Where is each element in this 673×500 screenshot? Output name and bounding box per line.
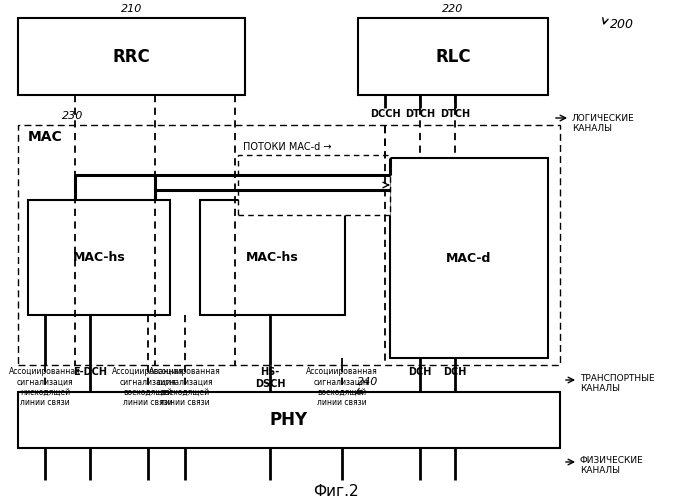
Text: RRC: RRC xyxy=(112,48,150,66)
Bar xyxy=(18,18,245,95)
Text: 220: 220 xyxy=(442,4,464,14)
Text: Ассоциированная
сигнализация
восходящей
линии связи: Ассоциированная сигнализация восходящей … xyxy=(306,367,378,407)
Text: DCH: DCH xyxy=(409,367,431,377)
Text: Ассоциированная
сигнализация
восходящей
линии связи: Ассоциированная сигнализация восходящей … xyxy=(112,367,184,407)
Bar xyxy=(358,18,548,95)
Text: ЛОГИЧЕСКИЕ
КАНАЛЫ: ЛОГИЧЕСКИЕ КАНАЛЫ xyxy=(572,114,635,134)
Bar xyxy=(28,200,170,315)
Text: ФИЗИЧЕСКИЕ
КАНАЛЫ: ФИЗИЧЕСКИЕ КАНАЛЫ xyxy=(580,456,644,475)
Text: DCCH: DCCH xyxy=(369,109,400,119)
Text: HS-
DSCH: HS- DSCH xyxy=(255,367,285,388)
Text: Ассоциированная
сигнализация
нисходящей
линии связи: Ассоциированная сигнализация нисходящей … xyxy=(9,367,81,407)
Bar xyxy=(200,200,345,315)
Text: RLC: RLC xyxy=(435,48,471,66)
Text: Фиг.2: Фиг.2 xyxy=(313,484,359,500)
Bar xyxy=(390,158,548,358)
Text: Ассоциированная
сигнализация
восходящей
линии связи: Ассоциированная сигнализация восходящей … xyxy=(149,367,221,407)
Text: MAC-hs: MAC-hs xyxy=(246,251,299,264)
Bar xyxy=(18,125,560,365)
Text: ПОТОКИ MAC-d →: ПОТОКИ MAC-d → xyxy=(243,142,332,152)
Text: MAC-d: MAC-d xyxy=(446,252,492,264)
Text: MAC-hs: MAC-hs xyxy=(73,251,125,264)
Text: DTCH: DTCH xyxy=(440,109,470,119)
Text: ТРАНСПОРТНЫЕ
КАНАЛЫ: ТРАНСПОРТНЫЕ КАНАЛЫ xyxy=(580,374,655,394)
Text: 200: 200 xyxy=(610,18,634,31)
Text: 240: 240 xyxy=(357,377,378,387)
Text: 230: 230 xyxy=(63,111,83,121)
Text: 210: 210 xyxy=(121,4,142,14)
Text: DCH: DCH xyxy=(444,367,466,377)
Text: MAC: MAC xyxy=(28,130,63,144)
Bar xyxy=(238,155,390,215)
Text: E-DCH: E-DCH xyxy=(73,367,107,377)
Bar xyxy=(18,392,560,448)
Text: PHY: PHY xyxy=(270,411,308,429)
Text: DTCH: DTCH xyxy=(405,109,435,119)
